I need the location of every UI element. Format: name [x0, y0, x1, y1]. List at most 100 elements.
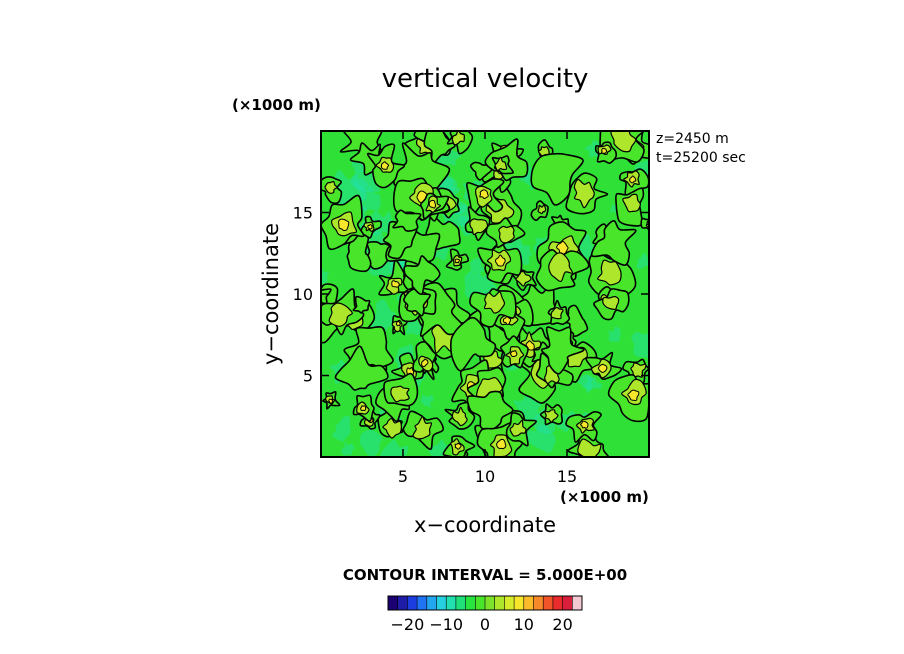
- updraft-core: [600, 147, 608, 154]
- colorbar-swatch: [494, 596, 505, 610]
- updraft-contour-inner: [544, 409, 559, 423]
- colorbar-swatch: [543, 596, 554, 610]
- colorbar-tick-label: 20: [552, 615, 572, 634]
- downdraft-patch: [321, 268, 330, 284]
- updraft-contour: [352, 295, 371, 314]
- velocity-field: [321, 131, 649, 457]
- updraft-core: [496, 438, 507, 450]
- downdraft-patch: [584, 375, 603, 394]
- downdraft-patch: [359, 429, 383, 457]
- colorbar-frame: [387, 595, 583, 611]
- downdraft-patch: [631, 331, 649, 358]
- downdraft-patch: [434, 247, 449, 261]
- chart-title: vertical velocity: [382, 64, 589, 94]
- updraft-contour-inner: [577, 438, 602, 457]
- updraft-contour-inner: [550, 306, 564, 320]
- colorbar-swatch: [485, 596, 495, 610]
- updraft-core: [338, 218, 350, 232]
- updraft-core: [597, 363, 608, 374]
- updraft-contour-inner: [537, 204, 547, 215]
- updraft-contour: [449, 316, 497, 372]
- colorbar-tick-label: −20: [391, 615, 425, 634]
- updraft-contour: [466, 390, 514, 432]
- updraft-contour: [321, 288, 332, 305]
- y-axis-ticks: 5 10 15: [293, 204, 649, 386]
- updraft-contour-inner: [328, 302, 353, 327]
- y-tick-label: 10: [293, 285, 313, 304]
- colorbar-tick-label: −10: [429, 615, 463, 634]
- colorbar-swatch: [475, 596, 486, 610]
- downdraft-patch: [358, 185, 381, 212]
- colorbar-swatch: [552, 596, 563, 610]
- updraft-core: [494, 254, 506, 267]
- updraft-core: [367, 224, 373, 230]
- colorbar-swatch: [446, 596, 457, 610]
- updraft-contour-inner: [412, 416, 433, 440]
- y-tick-label: 5: [303, 367, 313, 386]
- updraft-contour-inner: [548, 252, 574, 283]
- updraft-contour-inner: [483, 291, 506, 314]
- updraft-core: [360, 405, 367, 412]
- updraft-core: [395, 320, 402, 327]
- x-tick-label: 15: [557, 467, 577, 486]
- colorbar-swatch: [426, 596, 437, 610]
- x-axis-label: x−coordinate: [414, 513, 556, 537]
- updraft-contour-inner: [382, 418, 403, 439]
- updraft-core: [328, 398, 334, 404]
- downdraft-patch: [353, 178, 369, 193]
- updraft-contour-inner: [630, 362, 647, 378]
- downdraft-patch: [368, 299, 398, 334]
- downdraft-patch: [523, 424, 556, 453]
- updraft-contour: [469, 161, 493, 181]
- updraft-core: [479, 189, 489, 200]
- x-tick-label: 10: [475, 467, 495, 486]
- updraft-core: [579, 420, 589, 429]
- y-unit-label: (×1000 m): [232, 96, 321, 114]
- updraft-core: [428, 199, 437, 209]
- downdraft-patch: [332, 415, 351, 442]
- colorbar-swatch: [562, 596, 573, 610]
- updraft-contour-inner: [573, 178, 595, 209]
- colorbar-swatch: [523, 596, 534, 610]
- downdraft-patch: [468, 257, 487, 277]
- colorbar-ticks: −20 −10 0 10 20: [391, 615, 573, 634]
- colorbar-swatch: [455, 596, 466, 610]
- updraft-contour: [530, 152, 584, 206]
- colorbar-swatch: [388, 596, 398, 610]
- updraft-contour: [334, 345, 389, 391]
- colorbar-tick-label: 0: [480, 615, 490, 634]
- colorbar-swatch: [572, 596, 583, 610]
- updraft-contour: [366, 241, 395, 270]
- updraft-contour-inner: [494, 156, 508, 172]
- updraft-contour-inner: [515, 270, 532, 287]
- updraft-core: [391, 280, 400, 288]
- colorbar: [387, 595, 583, 611]
- updraft-core: [627, 389, 640, 401]
- downdraft-patch: [578, 374, 594, 391]
- colorbar-swatch: [514, 596, 525, 610]
- updraft-core: [421, 358, 429, 368]
- updraft-core: [454, 442, 462, 450]
- x-tick-label: 5: [398, 467, 408, 486]
- updraft-contour-inner: [390, 385, 410, 403]
- updraft-contour-inner: [622, 193, 641, 213]
- x-unit-label: (×1000 m): [560, 488, 649, 506]
- downdraft-patch: [420, 394, 434, 409]
- updraft-contour: [590, 220, 637, 267]
- updraft-core: [509, 350, 518, 358]
- updraft-contour: [392, 209, 422, 232]
- contour-interval-text: CONTOUR INTERVAL = 5.000E+00: [343, 566, 627, 584]
- updraft-core: [629, 175, 637, 184]
- updraft-contour-inner: [324, 181, 338, 194]
- annotation-z: z=2450 m: [656, 131, 729, 147]
- updraft-contour: [540, 326, 585, 375]
- updraft-contour-inner: [602, 295, 620, 310]
- plot-area: [320, 130, 650, 458]
- colorbar-swatch: [504, 596, 515, 610]
- colorbar-swatch: [465, 596, 476, 610]
- updraft-contour-inner: [469, 218, 489, 236]
- updraft-core: [380, 161, 390, 170]
- updraft-core: [454, 258, 460, 264]
- downdraft-patch: [608, 326, 622, 342]
